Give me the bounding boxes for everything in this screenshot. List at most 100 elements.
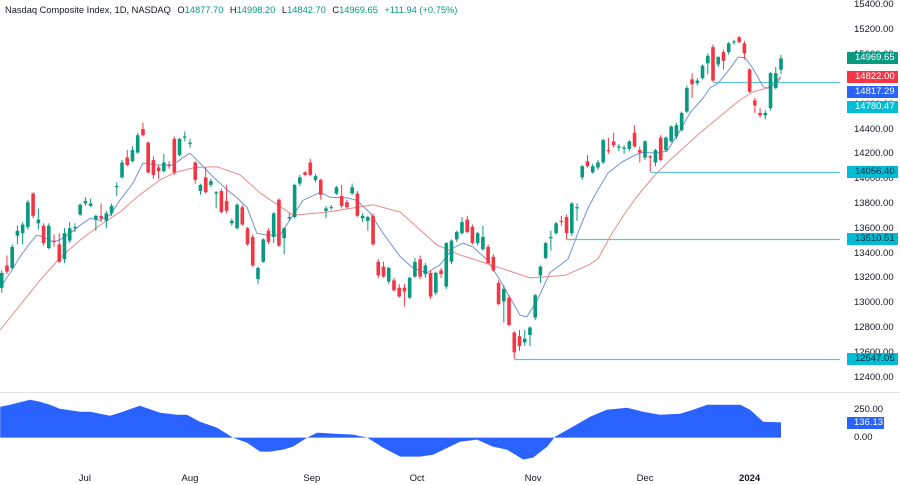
candle-body (214, 192, 218, 194)
candle-body (559, 220, 564, 223)
candle-body (345, 202, 349, 208)
candle-up (271, 212, 276, 244)
candle-body (360, 215, 365, 219)
candle-down (486, 244, 490, 265)
candle-body (413, 261, 417, 277)
candle-body (83, 200, 88, 204)
candle-body (209, 181, 213, 185)
time-tick-label: Nov (524, 473, 542, 484)
candle-up (46, 223, 51, 250)
candle-body (339, 196, 344, 206)
candle-body (245, 228, 250, 245)
candle-up (590, 163, 595, 174)
candle-body (277, 199, 281, 246)
candle-body (318, 179, 323, 195)
candle-body (182, 136, 187, 138)
candle-body (46, 225, 51, 249)
candle-body (580, 166, 585, 178)
candle-down (465, 215, 469, 234)
candle-up (413, 258, 417, 278)
candle-body (235, 204, 239, 229)
candle-body (407, 277, 412, 298)
candle-body (188, 142, 192, 144)
candle-body (569, 203, 574, 234)
candle-body (617, 146, 621, 148)
candle-up (575, 203, 579, 221)
candle-up (235, 203, 239, 230)
candle-body (460, 222, 464, 234)
candle-up (716, 55, 721, 67)
high-label: H (229, 5, 237, 15)
candle-body (130, 150, 135, 162)
time-axis[interactable]: Jul Aug Sep Oct Nov Dec 2024 (0, 470, 840, 485)
candle-body (695, 80, 700, 84)
candle-body (313, 176, 318, 180)
candle-body (156, 167, 161, 172)
candle-body (371, 215, 375, 245)
candle-body (193, 162, 198, 180)
symbol-title[interactable]: Nasdaq Composite Index, 1D, NASDAQ (5, 5, 171, 15)
candle-body (36, 219, 41, 224)
candle-body (31, 193, 35, 216)
candle-body (585, 161, 590, 167)
candle-up (538, 265, 543, 283)
candle-up (543, 241, 548, 260)
candle-up (475, 231, 480, 246)
candle-up (549, 230, 553, 251)
candle-up (434, 271, 438, 296)
low-group: L 14842.70 (282, 4, 326, 16)
candle-down (172, 136, 177, 175)
candle-body (502, 289, 506, 302)
candle-body (366, 217, 370, 221)
candle-body (203, 177, 208, 193)
time-tick-label: Dec (636, 473, 654, 484)
price-axis[interactable]: 12400.00 12600.00 12800.00 13000.00 13200.00… (840, 0, 900, 470)
candle-down (240, 204, 245, 226)
fast-ma-badge: 14817.29 (847, 85, 898, 98)
candle-body (392, 280, 396, 291)
candle-down (345, 199, 349, 209)
price-tick-label: 15200.00 (854, 24, 894, 36)
candle-body (773, 73, 778, 89)
candle-down (151, 156, 156, 179)
candle-down (250, 234, 255, 267)
candle-body (632, 132, 637, 147)
candle-body (768, 73, 773, 108)
candle-up (0, 270, 4, 293)
candle-up (700, 64, 705, 80)
candle-body (549, 236, 553, 239)
candle-body (428, 272, 433, 297)
candle-down (125, 150, 130, 167)
candle-up (198, 183, 203, 195)
candle-up (350, 183, 354, 195)
candle-up (653, 148, 658, 167)
candle-down (57, 233, 62, 263)
time-tick-label: Jul (78, 473, 91, 484)
high-value: 14998.20 (236, 5, 276, 15)
candle-body (664, 137, 668, 151)
candle-body (517, 336, 522, 347)
candle-up (664, 136, 668, 152)
candle-up (292, 183, 297, 219)
candle-body (376, 261, 381, 276)
candle-down (637, 146, 642, 163)
time-tick-label: Oct (409, 473, 425, 484)
candle-body (0, 272, 4, 288)
candle-down (711, 44, 715, 82)
candle-up (460, 217, 464, 235)
price-tick-label: 13600.00 (854, 222, 894, 234)
candle-up (15, 225, 20, 245)
candle-down (277, 198, 281, 247)
candle-body (643, 141, 647, 158)
candle-body (470, 227, 475, 244)
candle-up (36, 208, 41, 230)
price-tick-label: 14200.00 (854, 148, 894, 160)
candle-up (130, 146, 135, 163)
candle-body (78, 204, 82, 215)
ma-slow-line[interactable] (0, 76, 782, 331)
time-tick-label: Aug (181, 473, 199, 484)
candle-up (10, 244, 14, 270)
candle-down (611, 132, 616, 148)
